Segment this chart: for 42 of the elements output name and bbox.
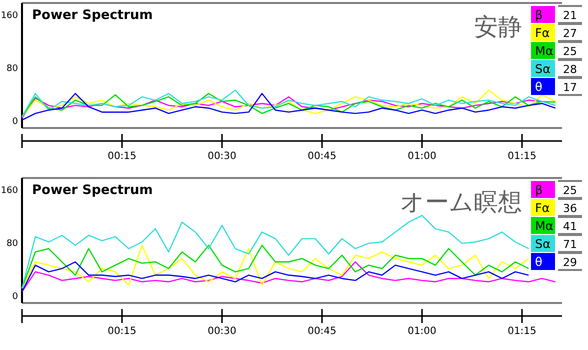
y-tick-label: 0	[12, 117, 18, 128]
text: Mα	[535, 44, 554, 58]
text: 71	[563, 238, 577, 251]
x-tick-label: 00:15	[108, 151, 136, 162]
text: Fα	[535, 201, 550, 215]
y-tick-label: 0	[12, 292, 18, 302]
y-tick-label: 160	[0, 186, 18, 196]
series-label: Sα	[535, 237, 551, 251]
x-tick-label: 01:15	[508, 326, 536, 337]
text: 17	[563, 81, 577, 94]
line-series	[21, 214, 530, 290]
series-label: Sα	[535, 62, 551, 76]
chart-subtitle: オーム瞑想	[400, 188, 522, 216]
x-tick-label: 00:45	[308, 151, 336, 162]
text: 25	[563, 184, 577, 197]
line-series	[21, 244, 530, 290]
y-tick-label: 160	[0, 10, 18, 21]
x-tick-label: 00:15	[108, 326, 136, 337]
x-tick-label: 00:30	[208, 151, 236, 162]
y-tick-label: 80	[6, 64, 18, 74]
chart-title: Power Spectrum	[32, 8, 153, 23]
text: 安静	[474, 13, 522, 41]
text: β	[535, 183, 543, 197]
text: Fα	[535, 26, 550, 40]
text: 27	[563, 27, 577, 40]
series-label: θ	[535, 80, 542, 94]
x-tick-label: 01:00	[408, 326, 436, 337]
text: 29	[563, 256, 577, 269]
x-tick-label: 00:30	[208, 326, 236, 337]
x-tick-label: 00:45	[308, 326, 336, 337]
text: 21	[563, 9, 577, 22]
text: Mα	[535, 219, 554, 233]
series-label: θ	[535, 255, 542, 269]
chart-title: Power Spectrum	[32, 183, 153, 198]
text: 36	[563, 202, 577, 215]
text: 25	[563, 45, 577, 58]
y-tick-label: 80	[6, 238, 18, 249]
x-tick-label: 01:15	[508, 151, 536, 162]
text: 28	[563, 63, 577, 76]
text: 41	[563, 220, 577, 233]
x-tick-label: 01:00	[408, 151, 436, 162]
text: β	[535, 8, 543, 22]
